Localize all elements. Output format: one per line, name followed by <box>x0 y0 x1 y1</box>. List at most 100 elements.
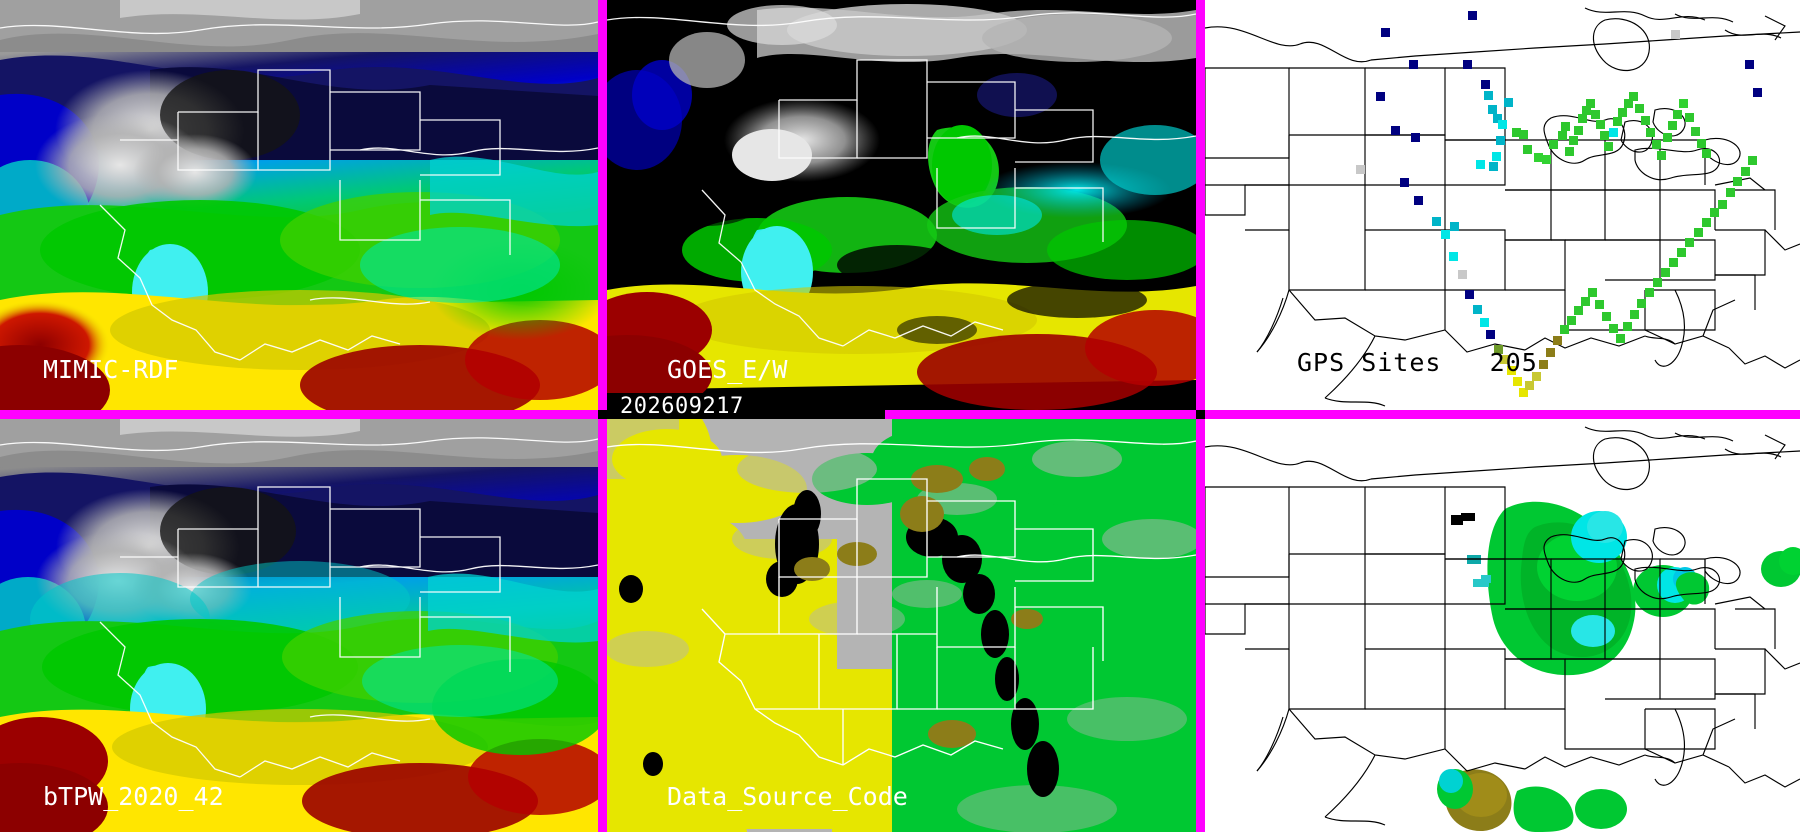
gps-site-marker <box>1600 131 1609 140</box>
gps-site-markers <box>1356 11 1762 397</box>
timestamp-text: 202609217 <box>620 393 744 419</box>
gps-site-marker <box>1450 222 1459 231</box>
gps-site-marker <box>1488 105 1497 114</box>
btpw-raster: bTPW_2020_42 <box>0 419 598 832</box>
gps-site-marker <box>1561 122 1570 131</box>
separator-vertical-right-bottom <box>1196 419 1205 832</box>
gps-site-marker <box>1553 336 1562 345</box>
panel-gps-extrap[interactable]: GPS_Extrap <box>1205 419 1800 832</box>
panel-goes-ew[interactable]: GOES_E/W <box>607 0 1196 410</box>
gps-site-marker <box>1671 30 1680 39</box>
gps-site-marker <box>1569 136 1578 145</box>
gps-site-marker <box>1673 110 1682 119</box>
gps-site-marker <box>1657 151 1666 160</box>
gps-site-marker <box>1588 288 1597 297</box>
gps-site-marker <box>1595 300 1604 309</box>
gps-site-marker <box>1691 127 1700 136</box>
gps-site-marker <box>1473 305 1482 314</box>
gps-site-marker <box>1519 388 1528 397</box>
gps-site-marker <box>1449 252 1458 261</box>
gps-site-marker <box>1484 91 1493 100</box>
gps-site-marker <box>1609 324 1618 333</box>
gps-site-marker <box>1685 113 1694 122</box>
gps-site-marker <box>1574 126 1583 135</box>
gps-site-marker <box>1641 116 1650 125</box>
gps-site-marker <box>1519 130 1528 139</box>
separator-horizontal-middle <box>607 410 1196 419</box>
gps-site-marker <box>1523 145 1532 154</box>
gps-site-marker <box>1492 152 1501 161</box>
extrap-field <box>1437 501 1800 832</box>
gps-site-marker <box>1581 297 1590 306</box>
gps-site-marker <box>1504 98 1513 107</box>
panel-label-btpw: bTPW_2020_42 <box>43 782 224 811</box>
gps-site-marker <box>1512 128 1521 137</box>
gps-site-marker <box>1679 99 1688 108</box>
gps-site-marker <box>1661 268 1670 277</box>
gps-site-marker <box>1623 322 1632 331</box>
panel-mimic-rdf[interactable]: MIMIC-RDF <box>0 0 598 410</box>
gps-sites-map <box>1205 0 1800 410</box>
gps-site-marker <box>1391 126 1400 135</box>
gps-site-marker <box>1741 167 1750 176</box>
gps-site-marker <box>1507 366 1516 375</box>
mimic-rdf-raster: MIMIC-RDF <box>0 0 598 410</box>
gps-site-marker <box>1609 128 1618 137</box>
gps-site-marker <box>1558 131 1567 140</box>
gps-site-marker <box>1578 114 1587 123</box>
gps-site-marker <box>1637 299 1646 308</box>
gps-site-marker <box>1493 114 1502 123</box>
gps-site-marker <box>1542 155 1551 164</box>
gps-site-marker <box>1663 133 1672 142</box>
gps-site-marker <box>1677 248 1686 257</box>
gps-site-marker <box>1669 258 1678 267</box>
gps-site-marker <box>1441 230 1450 239</box>
gps-site-marker <box>1356 165 1365 174</box>
gps-site-marker <box>1560 325 1569 334</box>
panel-data-source-code[interactable]: Data_Source_Code <box>607 419 1196 832</box>
goes-ew-raster: GOES_E/W <box>607 0 1196 410</box>
gps-site-marker <box>1668 121 1677 130</box>
data-source-code-map: Data_Source_Code <box>607 419 1196 832</box>
gps-site-marker <box>1697 139 1706 148</box>
gps-site-marker <box>1468 11 1477 20</box>
gps-site-marker <box>1409 60 1418 69</box>
gps-site-marker <box>1465 290 1474 299</box>
separator-horizontal-left <box>0 410 598 419</box>
gps-site-marker <box>1624 99 1633 108</box>
gps-site-marker <box>1710 208 1719 217</box>
gps-site-marker <box>1458 270 1467 279</box>
gps-site-marker <box>1481 80 1490 89</box>
gps-site-marker <box>1500 355 1509 364</box>
gps-site-marker <box>1702 218 1711 227</box>
gps-site-marker <box>1539 360 1548 369</box>
gps-site-marker <box>1565 147 1574 156</box>
gps-site-marker <box>1745 60 1754 69</box>
gps-site-marker <box>1534 153 1543 162</box>
timestamp-bar: 202609217 <box>607 393 885 419</box>
gps-site-marker <box>1753 88 1762 97</box>
panel-gps-sites[interactable]: GPS Sites 205 <box>1205 0 1800 410</box>
separator-vertical-left-bottom <box>598 419 607 832</box>
gps-site-marker <box>1748 156 1757 165</box>
gps-site-marker <box>1726 188 1735 197</box>
gps-site-marker <box>1463 60 1472 69</box>
gps-site-marker <box>1618 108 1627 117</box>
gps-site-marker <box>1574 306 1583 315</box>
gps-site-marker <box>1549 140 1558 149</box>
gps-site-marker <box>1645 288 1654 297</box>
gps-site-marker <box>1486 330 1495 339</box>
separator-vertical-right-top <box>1196 0 1205 410</box>
gps-site-marker <box>1432 217 1441 226</box>
gps-site-marker <box>1582 106 1591 115</box>
gps-site-marker <box>1494 345 1503 354</box>
gps-site-marker <box>1411 133 1420 142</box>
gps-site-marker <box>1653 278 1662 287</box>
gps-site-marker <box>1604 142 1613 151</box>
panel-btpw[interactable]: bTPW_2020_42 <box>0 419 598 832</box>
gps-site-marker <box>1596 120 1605 129</box>
gps-site-marker <box>1414 196 1423 205</box>
gps-site-marker <box>1513 377 1522 386</box>
gps-site-marker <box>1586 99 1595 108</box>
